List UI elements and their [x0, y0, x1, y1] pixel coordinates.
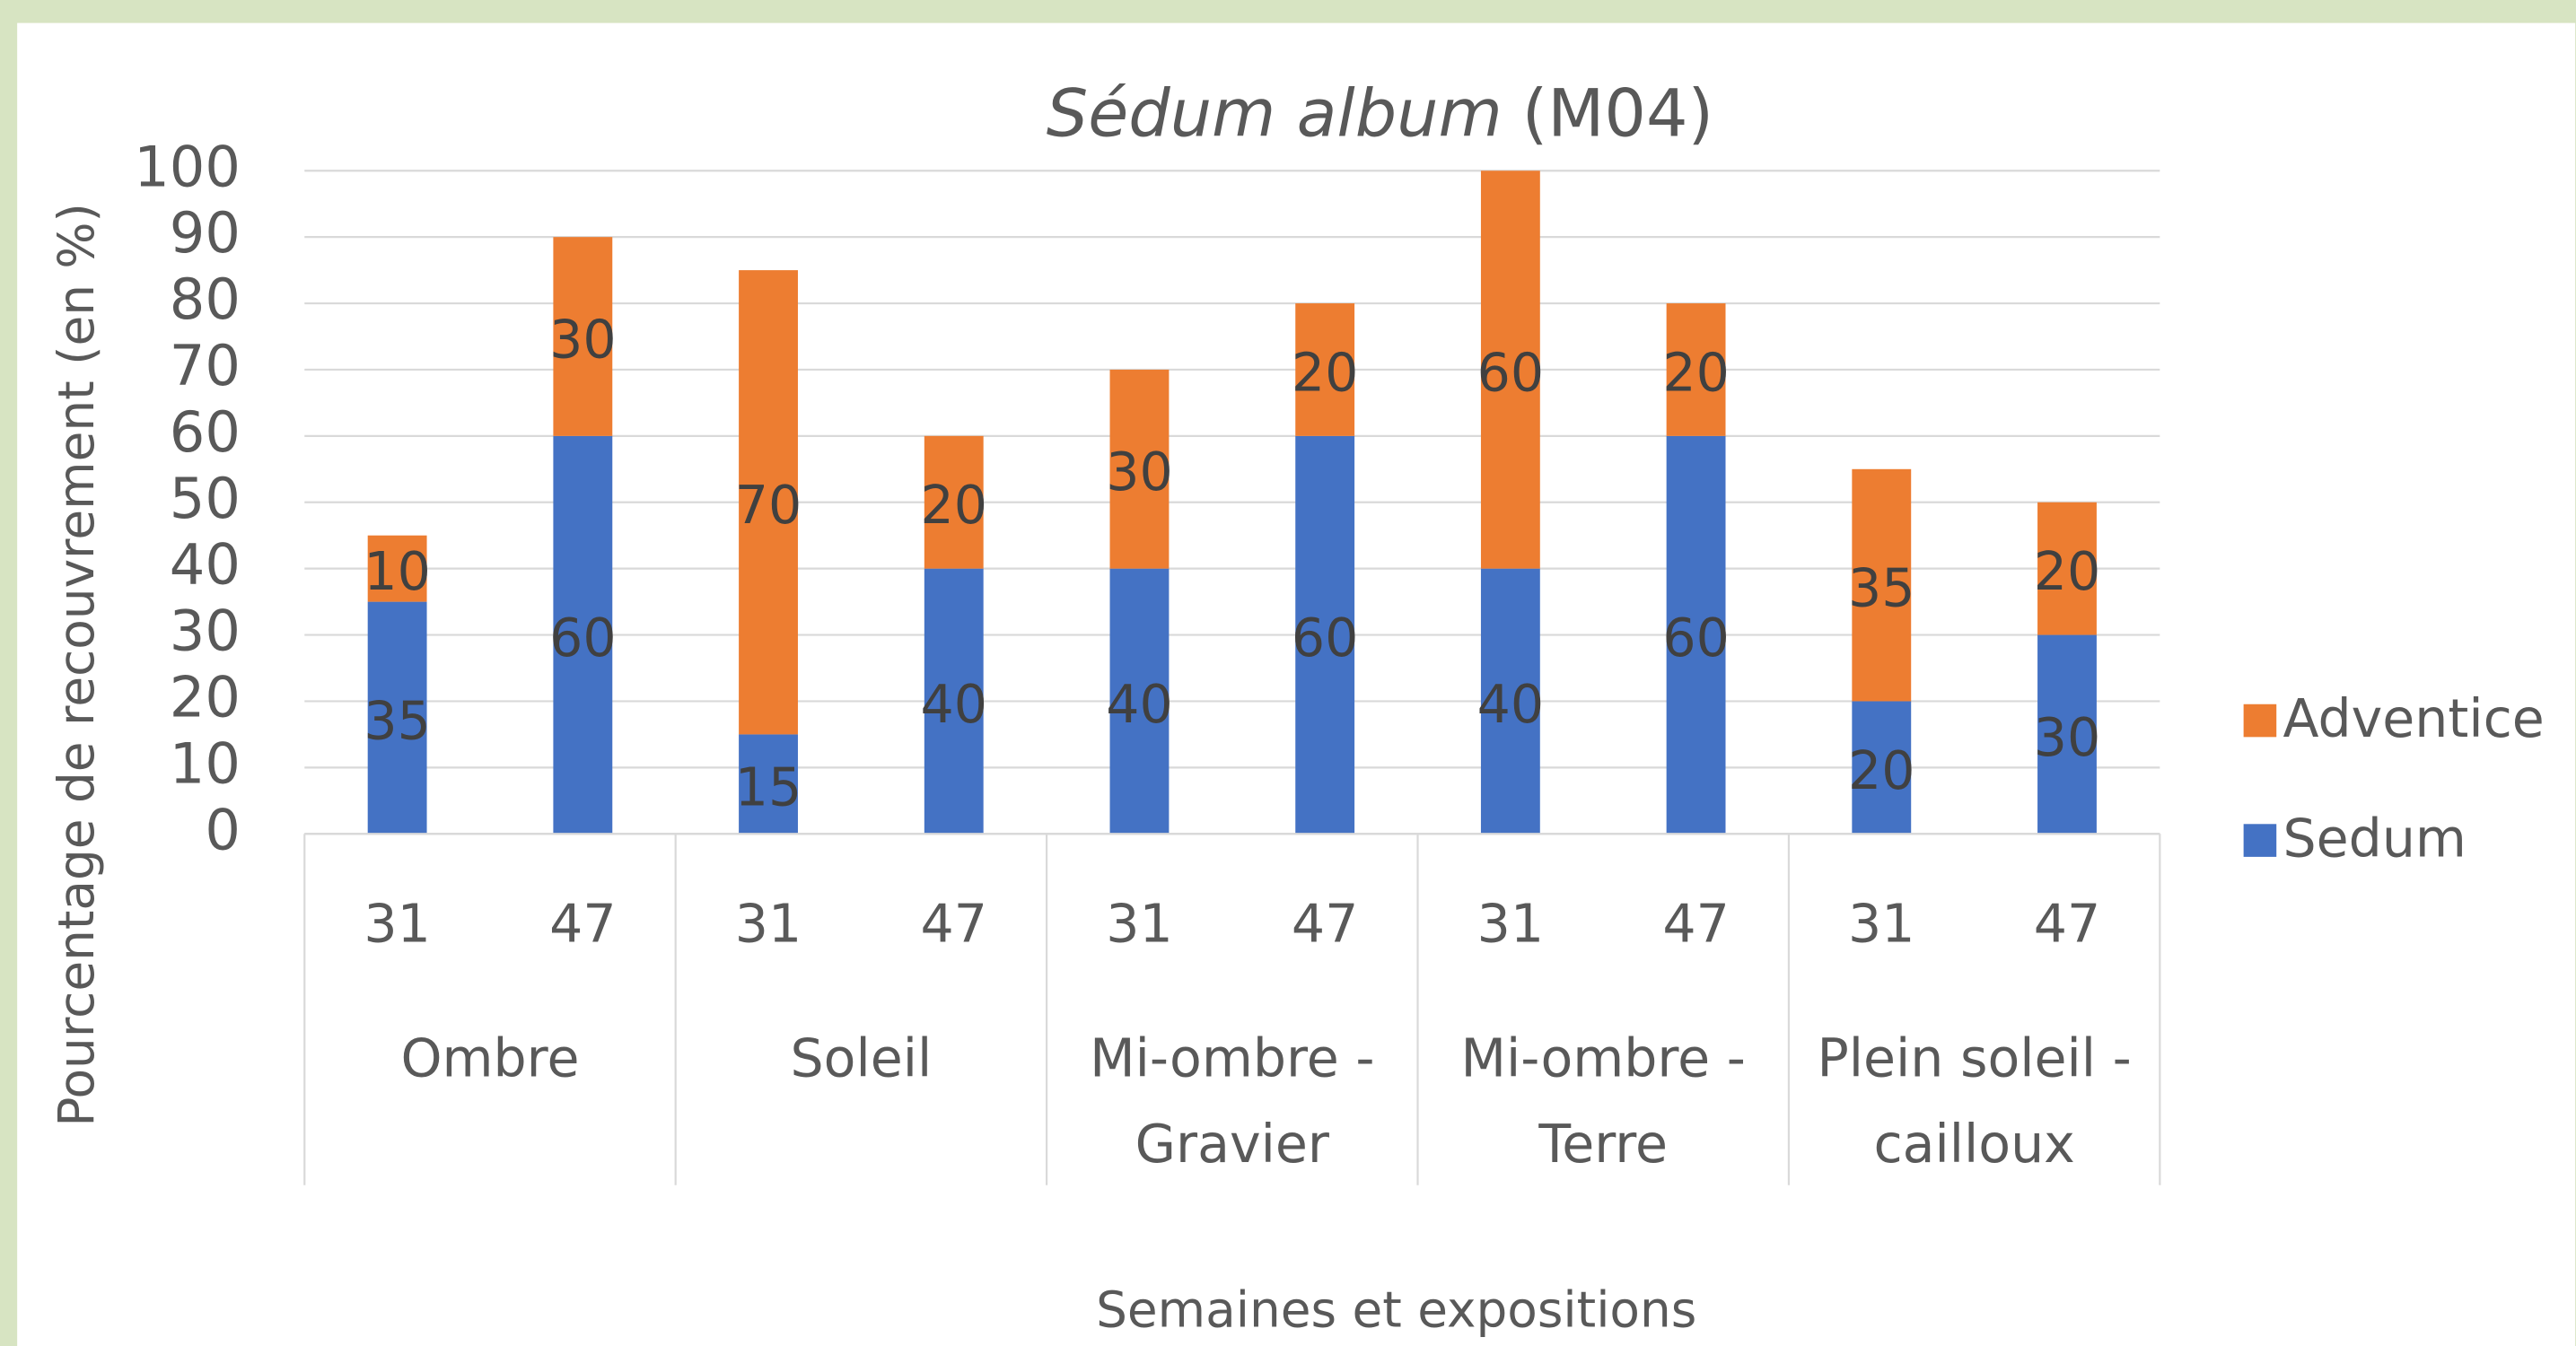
- bar-segment: [739, 270, 798, 735]
- x-tick-label: 47: [2034, 894, 2100, 955]
- y-tick-label: 60: [170, 399, 241, 465]
- data-label: 15: [735, 756, 802, 817]
- x-tick-label: 47: [549, 894, 616, 955]
- bar-segment: [1295, 435, 1355, 835]
- x-tick-label: 31: [1106, 894, 1172, 955]
- group-label: Mi-ombre -: [1461, 1028, 1746, 1089]
- x-tick-label: 31: [364, 894, 430, 955]
- data-label: 60: [549, 607, 616, 669]
- group-label: Ombre: [400, 1028, 579, 1089]
- data-label: 30: [549, 309, 616, 370]
- data-label: 20: [1662, 342, 1729, 403]
- bar-segment: [1480, 170, 1540, 569]
- data-label: 10: [364, 541, 430, 602]
- x-tick-label: 47: [1662, 894, 1729, 955]
- y-tick-label: 50: [170, 466, 241, 531]
- bar-segment: [553, 435, 613, 835]
- data-label: 30: [2034, 707, 2100, 768]
- bar-segment: [1666, 303, 1726, 436]
- x-tick-label: 31: [735, 894, 802, 955]
- data-label: 60: [1292, 607, 1358, 669]
- bar-segment: [1666, 435, 1726, 835]
- group-label: Plein soleil -: [1818, 1028, 2132, 1089]
- y-tick-label: 70: [170, 333, 241, 398]
- y-axis-title: Pourcentage de recouvrement (en %): [48, 203, 105, 1127]
- group-label: Terre: [1538, 1114, 1668, 1175]
- x-tick-label: 47: [1292, 894, 1358, 955]
- title-suffix: (M04): [1522, 76, 1713, 153]
- data-label: 40: [1106, 674, 1172, 735]
- x-tick-label: 31: [1848, 894, 1914, 955]
- bar-segment: [367, 535, 427, 602]
- x-tick-label: 31: [1477, 894, 1544, 955]
- y-tick-label: 30: [170, 599, 241, 664]
- group-label: Mi-ombre -: [1090, 1028, 1374, 1089]
- data-label: 70: [735, 475, 802, 536]
- group-label: Gravier: [1135, 1114, 1330, 1175]
- legend-label: Sedum: [2283, 808, 2466, 870]
- y-tick-label: 90: [170, 200, 241, 266]
- bar-segment: [924, 435, 984, 569]
- group-label: Soleil: [791, 1028, 933, 1089]
- bar-segment: [2037, 634, 2097, 835]
- bar-segment: [1109, 369, 1170, 569]
- bar-segment: [739, 734, 798, 835]
- bar-segment: [1109, 568, 1170, 835]
- data-label: 30: [1106, 441, 1172, 503]
- bar-segment: [553, 237, 613, 436]
- bar-segment: [1852, 468, 1912, 702]
- y-tick-label: 0: [205, 797, 241, 862]
- bar-segment: [1852, 701, 1912, 835]
- data-label: 35: [1848, 558, 1914, 619]
- y-tick-label: 40: [170, 532, 241, 598]
- data-label: 60: [1477, 342, 1544, 403]
- data-label: 20: [1292, 342, 1358, 403]
- data-label: 35: [364, 690, 430, 751]
- x-axis-title: Semaines et expositions: [1096, 1281, 1696, 1339]
- bar-segment: [924, 568, 984, 835]
- legend-swatch: [2243, 824, 2277, 857]
- group-label: cailloux: [1873, 1114, 2074, 1175]
- chart-title: Sédum album (M04): [1047, 76, 1713, 153]
- data-label: 20: [921, 475, 987, 536]
- data-label: 20: [2034, 541, 2100, 602]
- data-label: 40: [1477, 674, 1544, 735]
- data-label: 60: [1662, 607, 1729, 669]
- y-tick-label: 100: [134, 134, 241, 199]
- data-label: 20: [1848, 740, 1914, 801]
- bar-segment: [367, 601, 427, 835]
- bar-segment: [1295, 303, 1355, 436]
- legend-label: Adventice: [2283, 688, 2545, 749]
- bar-segment: [2037, 502, 2097, 635]
- bar-segment: [1480, 568, 1540, 835]
- data-label: 40: [921, 674, 987, 735]
- y-tick-label: 80: [170, 267, 241, 332]
- legend-swatch: [2243, 704, 2277, 738]
- y-tick-label: 10: [170, 730, 241, 796]
- title-italic: Sédum album: [1047, 76, 1503, 153]
- y-tick-label: 20: [170, 665, 241, 730]
- x-tick-label: 47: [921, 894, 987, 955]
